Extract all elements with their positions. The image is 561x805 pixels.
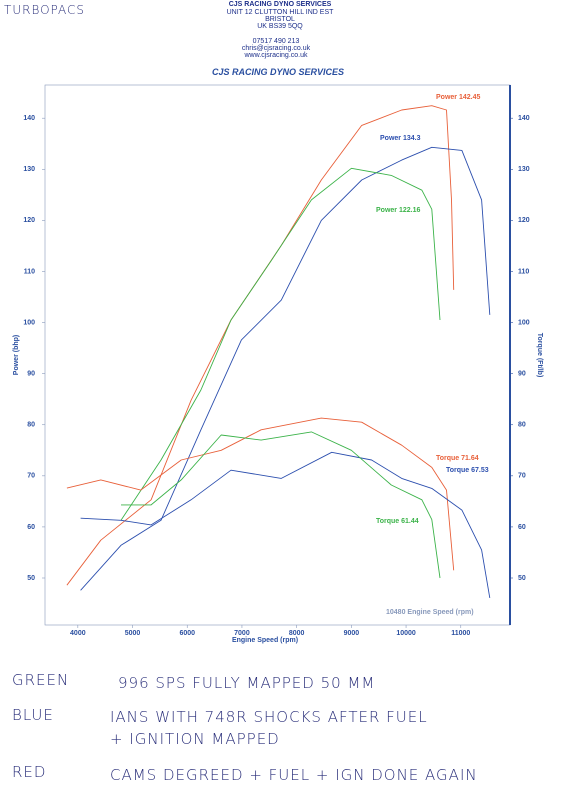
y2-tick-label: 80 [518,422,526,429]
annotation: Torque 61.44 [376,518,419,525]
y-tick-label: 90 [27,370,35,377]
annotation: Power 142.45 [436,94,480,101]
series-line [66,417,455,571]
y2-tick-label: 130 [518,166,530,173]
y2-tick-label: 70 [518,473,526,480]
y-tick-label: 50 [27,575,35,582]
annotation: Torque 71.64 [436,455,479,462]
x-tick-label: 8000 [289,630,305,637]
y-tick-label: 80 [27,422,35,429]
handwritten-label: TURBOPACS [4,3,85,17]
x-tick-label: 7000 [234,630,250,637]
series-line [121,431,441,579]
y2-axis-label: Torque (Ft/lb) [536,333,543,378]
y-tick-label: 140 [23,115,35,122]
y-tick-label: 110 [24,268,35,275]
y2-tick-label: 120 [518,217,530,224]
annotation: 10480 Engine Speed (rpm) [386,609,474,616]
address-line: BRISTOL [265,16,295,23]
contact-line: 07517 490 213 [253,38,300,45]
note-key: GREEN [12,671,69,689]
y-tick-label: 130 [23,166,35,173]
x-tick-label: 5000 [125,630,141,637]
y2-tick-label: 110 [518,268,529,275]
annotation: Torque 67.53 [446,467,489,474]
series-line [80,146,491,591]
address-line: UK BS39 5QQ [257,23,303,30]
note-text: + IGNITION MAPPED [110,730,280,748]
note-text: 996 SPS FULLY MAPPED 50 MM [118,674,375,692]
annotation: Power 134.3 [380,135,421,142]
y2-tick-label: 60 [518,524,526,531]
y-tick-label: 100 [23,319,35,326]
x-tick-label: 11000 [451,630,470,637]
y2-tick-label: 140 [518,115,530,122]
y2-tick-label: 100 [518,319,530,326]
note-text: IANS WITH 748R SHOCKS AFTER FUEL [110,708,428,726]
note-key: RED [12,763,46,781]
y-axis-label: Power (bhp) [13,335,20,375]
note-text: CAMS DEGREED + FUEL + IGN DONE AGAIN [110,766,478,784]
contact-line: chris@cjsracing.co.uk [242,45,311,52]
address-line: UNIT 12 CLUTTON HILL IND EST [227,9,335,16]
x-tick-label: 4000 [70,630,86,637]
y-tick-label: 120 [23,217,35,224]
series-line [80,451,491,598]
x-axis-label: Engine Speed (rpm) [232,637,298,644]
chart-title: CJS RACING DYNO SERVICES [212,67,344,77]
note-key: BLUE [12,706,54,724]
series-line [120,167,441,521]
y2-tick-label: 50 [518,575,526,582]
contact-line: www.cjsracing.co.uk [243,52,308,59]
y2-tick-label: 90 [518,370,526,377]
x-tick-label: 6000 [179,630,195,637]
y-tick-label: 70 [27,473,35,480]
y-tick-label: 60 [27,524,35,531]
company-name: CJS RACING DYNO SERVICES [229,1,332,8]
annotation: Power 122.16 [376,207,420,214]
x-tick-label: 9000 [344,630,360,637]
series-line [66,105,455,586]
x-tick-label: 10000 [396,630,416,637]
